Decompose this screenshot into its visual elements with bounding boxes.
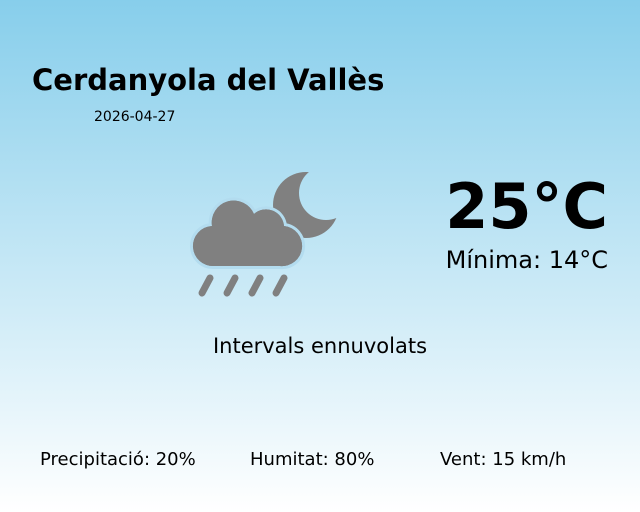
- condition-label: Intervals ennuvolats: [212, 334, 428, 358]
- humidity-stat: Humitat: 80%: [250, 449, 375, 470]
- location-title: Cerdanyola del Vallès: [32, 63, 385, 97]
- moon-icon: [273, 172, 339, 238]
- minimum-temperature: Mínima: 14°C: [445, 246, 608, 274]
- cloud-rain-moon-icon: [189, 172, 339, 297]
- current-temperature: 25°C: [445, 170, 608, 243]
- rain-icon: [198, 274, 288, 297]
- date-label: 2026-04-27: [94, 109, 176, 125]
- wind-stat: Vent: 15 km/h: [440, 449, 567, 470]
- precipitation-stat: Precipitació: 20%: [40, 449, 196, 470]
